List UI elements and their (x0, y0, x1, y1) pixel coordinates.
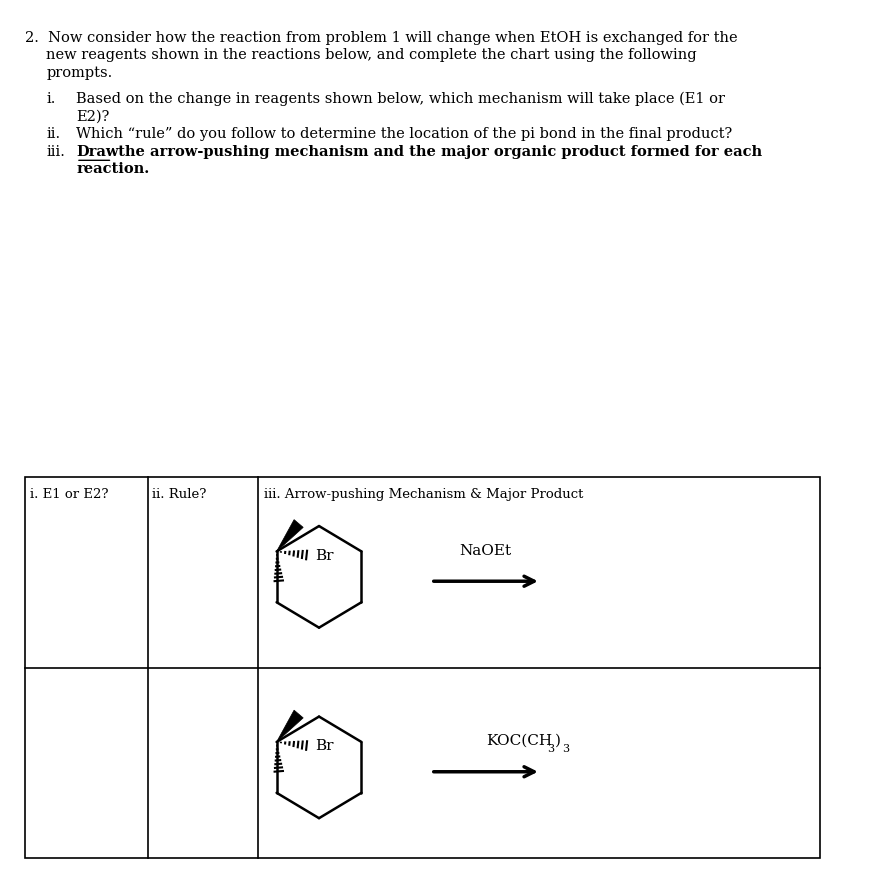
Text: reaction.: reaction. (76, 162, 149, 176)
Text: i. E1 or E2?: i. E1 or E2? (30, 488, 108, 501)
Text: Based on the change in reagents shown below, which mechanism will take place (E1: Based on the change in reagents shown be… (76, 92, 725, 106)
Polygon shape (276, 710, 303, 742)
Text: NaOEt: NaOEt (460, 544, 512, 557)
Text: 2.  Now consider how the reaction from problem 1 will change when EtOH is exchan: 2. Now consider how the reaction from pr… (25, 31, 738, 45)
Text: the arrow-pushing mechanism and the major organic product formed for each: the arrow-pushing mechanism and the majo… (114, 145, 763, 159)
Text: new reagents shown in the reactions below, and complete the chart using the foll: new reagents shown in the reactions belo… (46, 48, 697, 62)
Text: Which “rule” do you follow to determine the location of the pi bond in the final: Which “rule” do you follow to determine … (76, 127, 732, 141)
Text: 3: 3 (561, 745, 569, 754)
Text: E2)?: E2)? (76, 110, 109, 124)
Text: iii.: iii. (46, 145, 65, 159)
Polygon shape (276, 519, 303, 552)
Text: ): ) (555, 734, 561, 748)
Text: Br: Br (315, 739, 333, 753)
Text: 3: 3 (547, 745, 554, 754)
Text: ii. Rule?: ii. Rule? (152, 488, 207, 501)
Text: Draw: Draw (76, 145, 119, 159)
Text: prompts.: prompts. (46, 66, 113, 80)
Text: i.: i. (46, 92, 55, 106)
Text: KOC(CH: KOC(CH (485, 734, 552, 748)
Text: ii.: ii. (46, 127, 61, 141)
Text: Br: Br (315, 548, 333, 562)
Text: iii. Arrow-pushing Mechanism & Major Product: iii. Arrow-pushing Mechanism & Major Pro… (265, 488, 584, 501)
